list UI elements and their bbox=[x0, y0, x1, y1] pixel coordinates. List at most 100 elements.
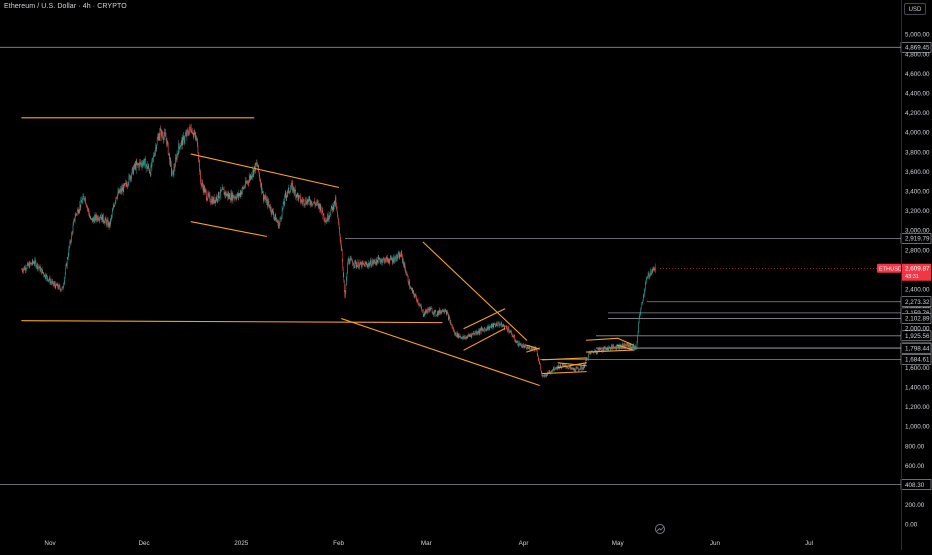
candle bbox=[174, 164, 175, 178]
candle bbox=[239, 193, 240, 198]
candle-body bbox=[104, 222, 105, 223]
candle bbox=[133, 165, 134, 174]
candle bbox=[191, 124, 192, 134]
candle bbox=[301, 199, 302, 204]
candle-body bbox=[375, 261, 376, 263]
candle bbox=[226, 193, 227, 195]
candle bbox=[450, 320, 451, 325]
candle bbox=[379, 257, 380, 260]
candle-body bbox=[432, 309, 433, 313]
candle bbox=[53, 282, 54, 285]
candle bbox=[300, 195, 301, 198]
candle-body bbox=[38, 267, 39, 268]
y-tick-label: 2,400.00 bbox=[905, 287, 930, 294]
candle bbox=[184, 136, 185, 145]
candle-body bbox=[43, 272, 44, 273]
candle-body bbox=[481, 328, 482, 332]
candle bbox=[183, 132, 184, 140]
candle bbox=[417, 300, 418, 303]
horizontal-levels[interactable] bbox=[0, 47, 901, 484]
candle-body bbox=[173, 170, 174, 175]
candle bbox=[655, 268, 656, 272]
candle bbox=[167, 140, 168, 147]
tradingview-logo-icon[interactable] bbox=[656, 525, 665, 534]
candle bbox=[73, 222, 74, 234]
candle-body bbox=[219, 192, 220, 198]
candle bbox=[395, 256, 396, 263]
candle bbox=[354, 265, 355, 268]
candle-body bbox=[452, 324, 453, 327]
candle bbox=[552, 371, 553, 372]
candle bbox=[421, 306, 422, 312]
candle bbox=[196, 132, 197, 141]
candle-body bbox=[581, 367, 582, 369]
candle-body bbox=[599, 350, 600, 351]
candle-body bbox=[389, 262, 390, 263]
candle-body bbox=[227, 194, 228, 198]
candle bbox=[64, 276, 65, 284]
candle bbox=[90, 215, 91, 219]
candle-body bbox=[440, 310, 441, 314]
candle bbox=[70, 239, 71, 244]
candle bbox=[171, 157, 172, 167]
candle bbox=[114, 205, 115, 207]
candle bbox=[241, 190, 242, 199]
candle-body bbox=[541, 371, 542, 373]
candle bbox=[614, 347, 615, 349]
candle bbox=[249, 175, 250, 183]
candle bbox=[309, 196, 310, 201]
candle-body bbox=[368, 265, 369, 267]
candle bbox=[277, 221, 278, 223]
candle-body bbox=[129, 175, 130, 183]
candle bbox=[234, 195, 235, 199]
candle-body bbox=[509, 331, 510, 332]
candle-body bbox=[172, 172, 173, 174]
candle bbox=[33, 261, 34, 263]
candle bbox=[69, 246, 70, 250]
candle-body bbox=[359, 264, 360, 267]
candle bbox=[426, 309, 427, 314]
candle-body bbox=[152, 158, 153, 160]
candle bbox=[406, 270, 407, 275]
candle-body bbox=[308, 200, 309, 202]
candle-body bbox=[629, 345, 630, 346]
candle bbox=[46, 275, 47, 280]
candle bbox=[383, 258, 384, 263]
candle bbox=[219, 192, 220, 199]
candle bbox=[495, 323, 496, 327]
candle bbox=[347, 273, 348, 281]
candle-body bbox=[66, 264, 67, 266]
candle-body bbox=[103, 215, 104, 222]
candle-body bbox=[45, 274, 46, 276]
x-tick-label: Feb bbox=[333, 540, 344, 547]
candle-body bbox=[474, 334, 475, 335]
candle-body bbox=[143, 161, 144, 163]
candle bbox=[338, 215, 339, 220]
candle-body bbox=[255, 163, 256, 171]
currency-selector[interactable]: USD bbox=[904, 3, 926, 15]
candle-body bbox=[228, 194, 229, 197]
candle-body bbox=[22, 270, 23, 271]
candle bbox=[175, 163, 176, 171]
candle bbox=[356, 259, 357, 268]
candle-body bbox=[367, 264, 368, 266]
candle bbox=[355, 261, 356, 264]
candle-body bbox=[128, 183, 129, 185]
candle-body bbox=[476, 332, 477, 334]
candle bbox=[639, 316, 640, 324]
candle bbox=[378, 255, 379, 264]
candle bbox=[402, 251, 403, 257]
candle bbox=[357, 262, 358, 269]
candle-body bbox=[188, 131, 189, 134]
candle-body bbox=[496, 323, 497, 326]
candle bbox=[336, 203, 337, 210]
trendlines[interactable] bbox=[22, 118, 634, 386]
candle bbox=[99, 217, 100, 223]
candle-body bbox=[307, 200, 308, 204]
candle-body bbox=[553, 367, 554, 370]
candle bbox=[546, 373, 547, 378]
candle bbox=[48, 278, 49, 281]
